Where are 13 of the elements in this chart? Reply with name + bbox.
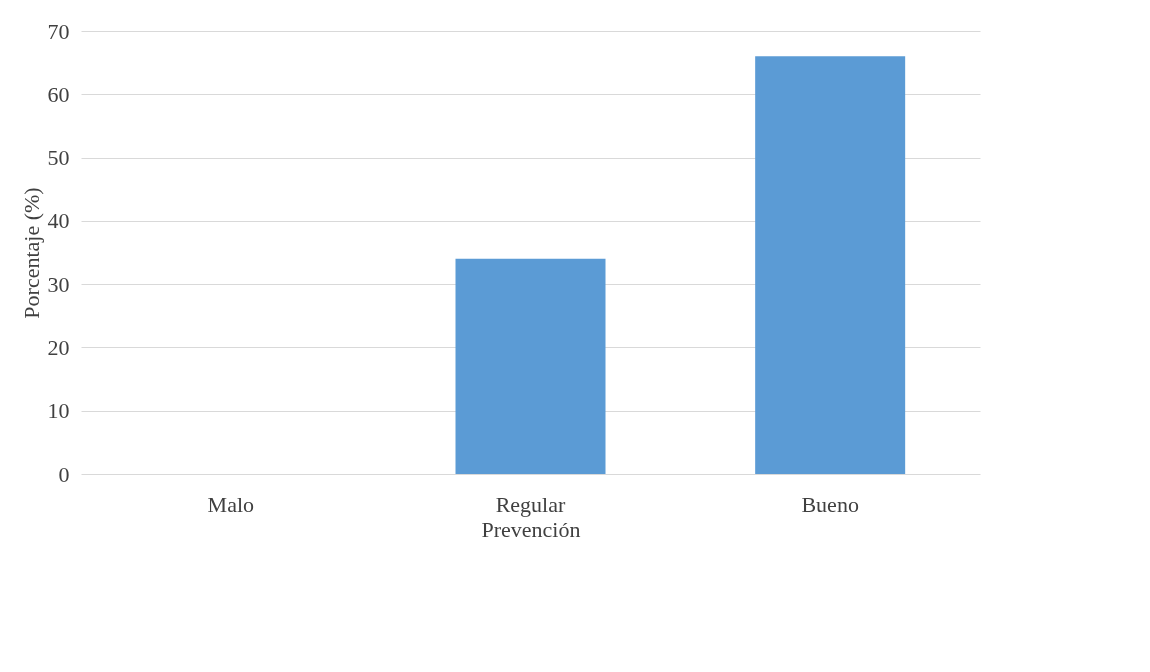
- y-tick-label: 40: [47, 208, 70, 234]
- y-tick-label: 50: [47, 145, 70, 171]
- y-tick-label: 60: [47, 81, 70, 107]
- y-tick-label: 0: [58, 461, 70, 487]
- y-tick-label: 10: [47, 398, 70, 424]
- y-tick-label: 70: [47, 18, 70, 44]
- y-axis-title: Porcentaje (%): [18, 187, 44, 319]
- x-tick-label: Regular: [495, 491, 566, 517]
- y-tick-label: 30: [47, 271, 70, 297]
- y-tick-label: 20: [47, 334, 70, 360]
- x-tick-label: Bueno: [801, 491, 859, 517]
- x-tick-label: Malo: [207, 491, 255, 517]
- x-axis-title: Prevención: [481, 516, 581, 542]
